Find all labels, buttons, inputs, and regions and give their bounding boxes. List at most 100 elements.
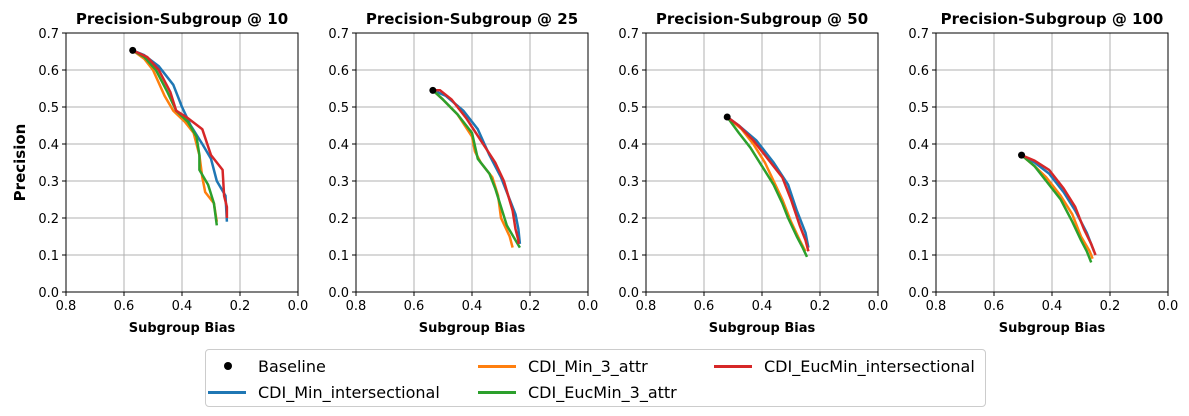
x-tick-label: 0.2: [1100, 299, 1121, 314]
baseline-point: [429, 86, 437, 94]
x-axis-label: Subgroup Bias: [999, 321, 1106, 336]
subplot-title: Precision-Subgroup @ 100: [941, 10, 1164, 28]
baseline-point: [723, 113, 731, 121]
x-axis-label: Subgroup Bias: [129, 321, 236, 336]
axes-frame: [65, 32, 299, 293]
y-tick-label: 0.0: [618, 286, 639, 301]
series-line-cdi-eucmin-3-attr: [726, 116, 809, 258]
series-line-cdi-eucmin-intersectional: [726, 115, 810, 252]
x-axis-label: Subgroup Bias: [419, 321, 526, 336]
legend-label: CDI_EucMin_intersectional: [764, 356, 975, 376]
x-tick-label: 0.0: [578, 299, 599, 314]
subplot-title: Precision-Subgroup @ 50: [656, 10, 868, 28]
x-tick-label: 0.6: [114, 299, 135, 314]
y-tick-label: 0.2: [38, 212, 59, 227]
y-tick-label: 0.1: [38, 249, 59, 264]
baseline-point: [1018, 151, 1026, 159]
x-tick-label: 0.0: [868, 299, 889, 314]
y-tick-label: 0.4: [908, 138, 929, 153]
legend-label: CDI_EucMin_3_attr: [528, 382, 677, 402]
y-tick-label: 0.3: [908, 175, 929, 190]
y-tick-label: 0.5: [328, 101, 349, 116]
series-line-cdi-eucmin-intersectional: [132, 49, 229, 218]
series-line-cdi-min-intersectional: [1020, 154, 1096, 252]
legend-swatch: [208, 380, 246, 404]
x-tick-label: 0.6: [984, 299, 1005, 314]
y-tick-label: 0.7: [38, 27, 59, 42]
x-tick-label: 0.8: [926, 299, 947, 314]
legend: Baseline CDI_Min_intersectional CDI_Min_3_…: [205, 349, 986, 407]
y-tick-label: 0.7: [328, 27, 349, 42]
y-tick-label: 0.3: [328, 175, 349, 190]
x-tick-label: 0.0: [1158, 299, 1179, 314]
y-axis-label: Precision: [11, 124, 29, 202]
subplot-1: 0.8 0.6 0.4 0.2 0.0 0.0 0.1 0.2 0.3 0.4 0.5 0.6 0.7 P…: [11, 10, 308, 336]
subplot-2: 0.8 0.6 0.4 0.2 0.0 0.0 0.1 0.2 0.3 0.4 0.5 0.6 0.7 P…: [328, 10, 598, 336]
axes-frame: [355, 32, 589, 293]
y-tick-label: 0.1: [618, 249, 639, 264]
legend-marker-line: [478, 391, 516, 394]
y-tick-label: 0.4: [38, 138, 59, 153]
series-line-cdi-min-intersectional: [726, 115, 810, 248]
y-tick-label: 0.0: [38, 286, 59, 301]
x-axis-label: Subgroup Bias: [709, 321, 816, 336]
legend-item: Baseline: [220, 354, 326, 378]
legend-marker-line: [714, 365, 752, 368]
y-tick-label: 0.6: [328, 64, 349, 79]
legend-item: CDI_EucMin_intersectional: [714, 354, 975, 378]
axes-frame: [645, 32, 879, 293]
series-line-cdi-eucmin-3-attr: [1020, 154, 1093, 263]
x-tick-label: 0.0: [288, 299, 309, 314]
y-tick-label: 0.6: [38, 64, 59, 79]
legend-marker-line: [208, 391, 246, 394]
legend-label: CDI_Min_3_attr: [528, 356, 648, 376]
series-line-cdi-eucmin-3-attr: [432, 89, 521, 249]
subplot-3: 0.8 0.6 0.4 0.2 0.0 0.0 0.1 0.2 0.3 0.4 0.5 0.6 0.7 P…: [618, 10, 888, 336]
x-tick-label: 0.6: [694, 299, 715, 314]
x-tick-label: 0.4: [1042, 299, 1063, 314]
legend-item: CDI_Min_intersectional: [208, 380, 440, 404]
legend-marker-dot: [224, 362, 232, 370]
y-tick-label: 0.1: [328, 249, 349, 264]
y-tick-label: 0.7: [908, 27, 929, 42]
subplot-title: Precision-Subgroup @ 10: [76, 10, 288, 28]
y-tick-label: 0.5: [38, 101, 59, 116]
x-tick-label: 0.8: [56, 299, 77, 314]
series-line-cdi-eucmin-3-attr: [132, 49, 219, 226]
y-tick-label: 0.7: [618, 27, 639, 42]
series-line-cdi-eucmin-intersectional: [1021, 153, 1097, 256]
y-tick-label: 0.4: [618, 138, 639, 153]
legend-marker-line: [478, 365, 516, 368]
x-tick-label: 0.2: [230, 299, 251, 314]
legend-label: Baseline: [258, 356, 326, 376]
y-tick-label: 0.6: [618, 64, 639, 79]
y-tick-label: 0.4: [328, 138, 349, 153]
y-tick-label: 0.6: [908, 64, 929, 79]
y-tick-label: 0.3: [38, 175, 59, 190]
x-tick-label: 0.8: [636, 299, 657, 314]
legend-item: CDI_EucMin_3_attr: [478, 380, 677, 404]
legend-swatch: [478, 354, 516, 378]
x-tick-label: 0.2: [520, 299, 541, 314]
series-line-cdi-min-3-attr: [432, 89, 514, 248]
legend-swatch: [478, 380, 516, 404]
baseline-point: [129, 46, 137, 54]
y-tick-label: 0.0: [328, 286, 349, 301]
x-tick-label: 0.4: [172, 299, 193, 314]
legend-swatch: [220, 354, 246, 378]
y-tick-label: 0.1: [908, 249, 929, 264]
series-line-cdi-min-intersectional: [432, 89, 522, 245]
y-tick-label: 0.5: [618, 101, 639, 116]
x-tick-label: 0.6: [404, 299, 425, 314]
series-line-cdi-eucmin-intersectional: [432, 89, 520, 244]
legend-item: CDI_Min_3_attr: [478, 354, 648, 378]
axes-frame: [935, 32, 1169, 293]
x-tick-label: 0.8: [346, 299, 367, 314]
y-tick-label: 0.2: [908, 212, 929, 227]
x-tick-label: 0.4: [752, 299, 773, 314]
x-tick-label: 0.2: [810, 299, 831, 314]
legend-label: CDI_Min_intersectional: [258, 382, 440, 402]
legend-swatch: [714, 354, 752, 378]
series-line-cdi-min-3-attr: [131, 49, 219, 222]
